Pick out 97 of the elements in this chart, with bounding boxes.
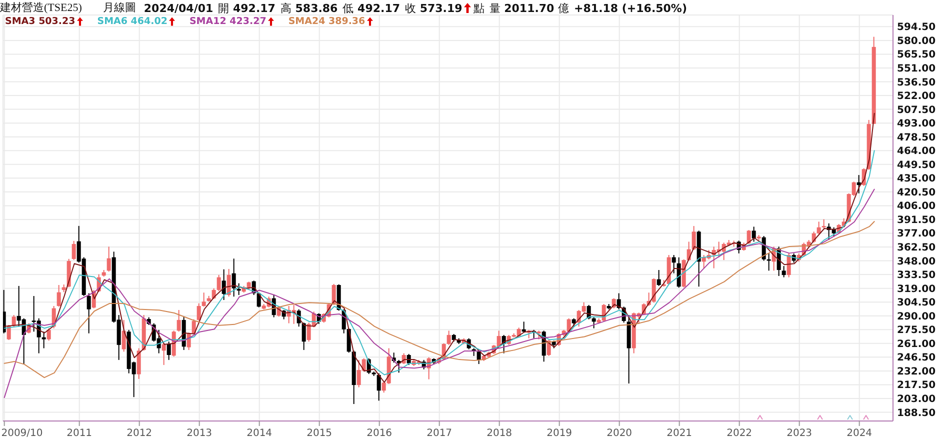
y-tick-label: 565.50 [897, 50, 936, 61]
y-tick-label: 217.50 [897, 380, 936, 392]
text: SMA12 423.27 [189, 16, 266, 27]
candlestick [746, 230, 751, 244]
y-tick-label: 507.50 [897, 104, 936, 116]
x-tick-label: 2011 [66, 428, 92, 439]
y-tick-label: 478.50 [897, 132, 936, 144]
y-tick-label: 406.00 [897, 201, 936, 212]
candlestick [192, 318, 196, 335]
x-tick-label: 2009/10 [1, 428, 43, 439]
candlestick [56, 284, 61, 308]
candlestick [222, 268, 226, 301]
candlestick [46, 328, 51, 342]
y-tick-label: 362.50 [897, 242, 936, 254]
text: 高 583.86 [280, 2, 338, 14]
candlestick [196, 302, 201, 322]
candlestick [476, 350, 481, 365]
y-tick-label: 377.00 [897, 228, 936, 240]
annotation: +81.18 (+16.50%) [574, 2, 687, 15]
y-tick-label: 493.00 [897, 118, 936, 130]
candlestick [176, 309, 181, 332]
candlestick [302, 322, 306, 350]
y-tick-label: 290.00 [897, 311, 936, 322]
x-tick-label: 2017 [426, 428, 452, 439]
candlestick [446, 330, 451, 346]
y-tick-label: 435.00 [897, 174, 936, 185]
y-tick-label: 551.00 [897, 63, 936, 74]
line-series [4, 188, 875, 398]
x-tick-label: 2012 [126, 428, 152, 439]
y-tick-label: 232.00 [897, 366, 936, 378]
y-tick-label: 580.00 [897, 36, 936, 47]
candlestick [166, 341, 171, 360]
chart-title: 建材營造(TSE25) [0, 2, 82, 14]
x-tick-label: 2021 [666, 428, 692, 439]
candlestick [656, 269, 661, 286]
chart-subtitle: 月線圖 [102, 2, 136, 14]
candlestick [42, 331, 46, 349]
x-tick-label: 2014 [246, 428, 272, 439]
candlestick [212, 288, 216, 300]
y-tick-label: 536.50 [897, 77, 936, 88]
x-tick-label: 2018 [486, 428, 512, 439]
candlestick [12, 314, 16, 328]
candlestick [216, 274, 221, 292]
candlestick [72, 240, 76, 260]
candlestick [616, 292, 621, 310]
candlestick [672, 254, 676, 274]
candlestick [816, 221, 821, 235]
y-tick-label: 522.00 [897, 91, 936, 102]
candlestick [692, 226, 696, 250]
y-tick-label: 333.50 [897, 270, 936, 282]
y-tick-label: 348.00 [897, 256, 936, 268]
y-tick-label: 449.50 [897, 160, 936, 171]
line-series [4, 221, 875, 378]
candlestick [122, 319, 126, 352]
text: 量 2011.70 億 [489, 2, 570, 14]
candlestick [162, 342, 166, 366]
candlestick [202, 292, 206, 308]
x-tick-label: 2023 [786, 428, 812, 439]
candlestick [6, 324, 11, 340]
text: SMA6 464.02 [97, 16, 168, 27]
y-tick-label: 464.00 [897, 146, 936, 158]
candlestick [106, 246, 111, 272]
y-tick-label: 391.50 [897, 214, 936, 226]
x-tick-label: 2015 [306, 428, 332, 439]
y-tick-label: 246.50 [897, 352, 936, 364]
annotation: 2024/04/01 [144, 2, 214, 15]
x-tick-label: 2022 [726, 428, 752, 439]
candlestick [822, 218, 826, 229]
line-series [4, 150, 875, 376]
candlestick [232, 258, 236, 298]
text: 點 [473, 2, 484, 14]
y-tick-label: 188.50 [897, 408, 936, 419]
x-tick-label: 2019 [546, 428, 572, 439]
x-tick-label: 2024 [846, 428, 872, 439]
text: 低 492.17 [342, 2, 400, 14]
text: SMA24 389.36 [288, 16, 366, 27]
x-tick-label: 2020 [606, 428, 632, 439]
text: 收 573.19 [405, 2, 462, 14]
y-tick-label: 594.50 [897, 22, 936, 34]
y-tick-label: 319.00 [897, 284, 936, 295]
y-tick-label: 420.50 [897, 187, 936, 198]
y-tick-label: 203.00 [897, 394, 936, 405]
candlestick [332, 283, 336, 306]
candlestick [376, 372, 381, 402]
y-tick-label: 261.00 [897, 338, 936, 350]
candlestick [136, 348, 141, 380]
candlestick [592, 316, 596, 329]
text: 開 492.17 [218, 2, 276, 14]
candlestick [236, 282, 241, 296]
y-tick-label: 304.50 [897, 298, 936, 309]
text: SMA3 503.23 [5, 16, 76, 27]
candlestick [86, 292, 91, 334]
x-tick-label: 2013 [186, 428, 212, 439]
y-tick-label: 275.50 [897, 325, 936, 336]
x-tick-label: 2016 [366, 428, 392, 439]
candlestick [782, 266, 786, 278]
candlestick [752, 226, 756, 242]
